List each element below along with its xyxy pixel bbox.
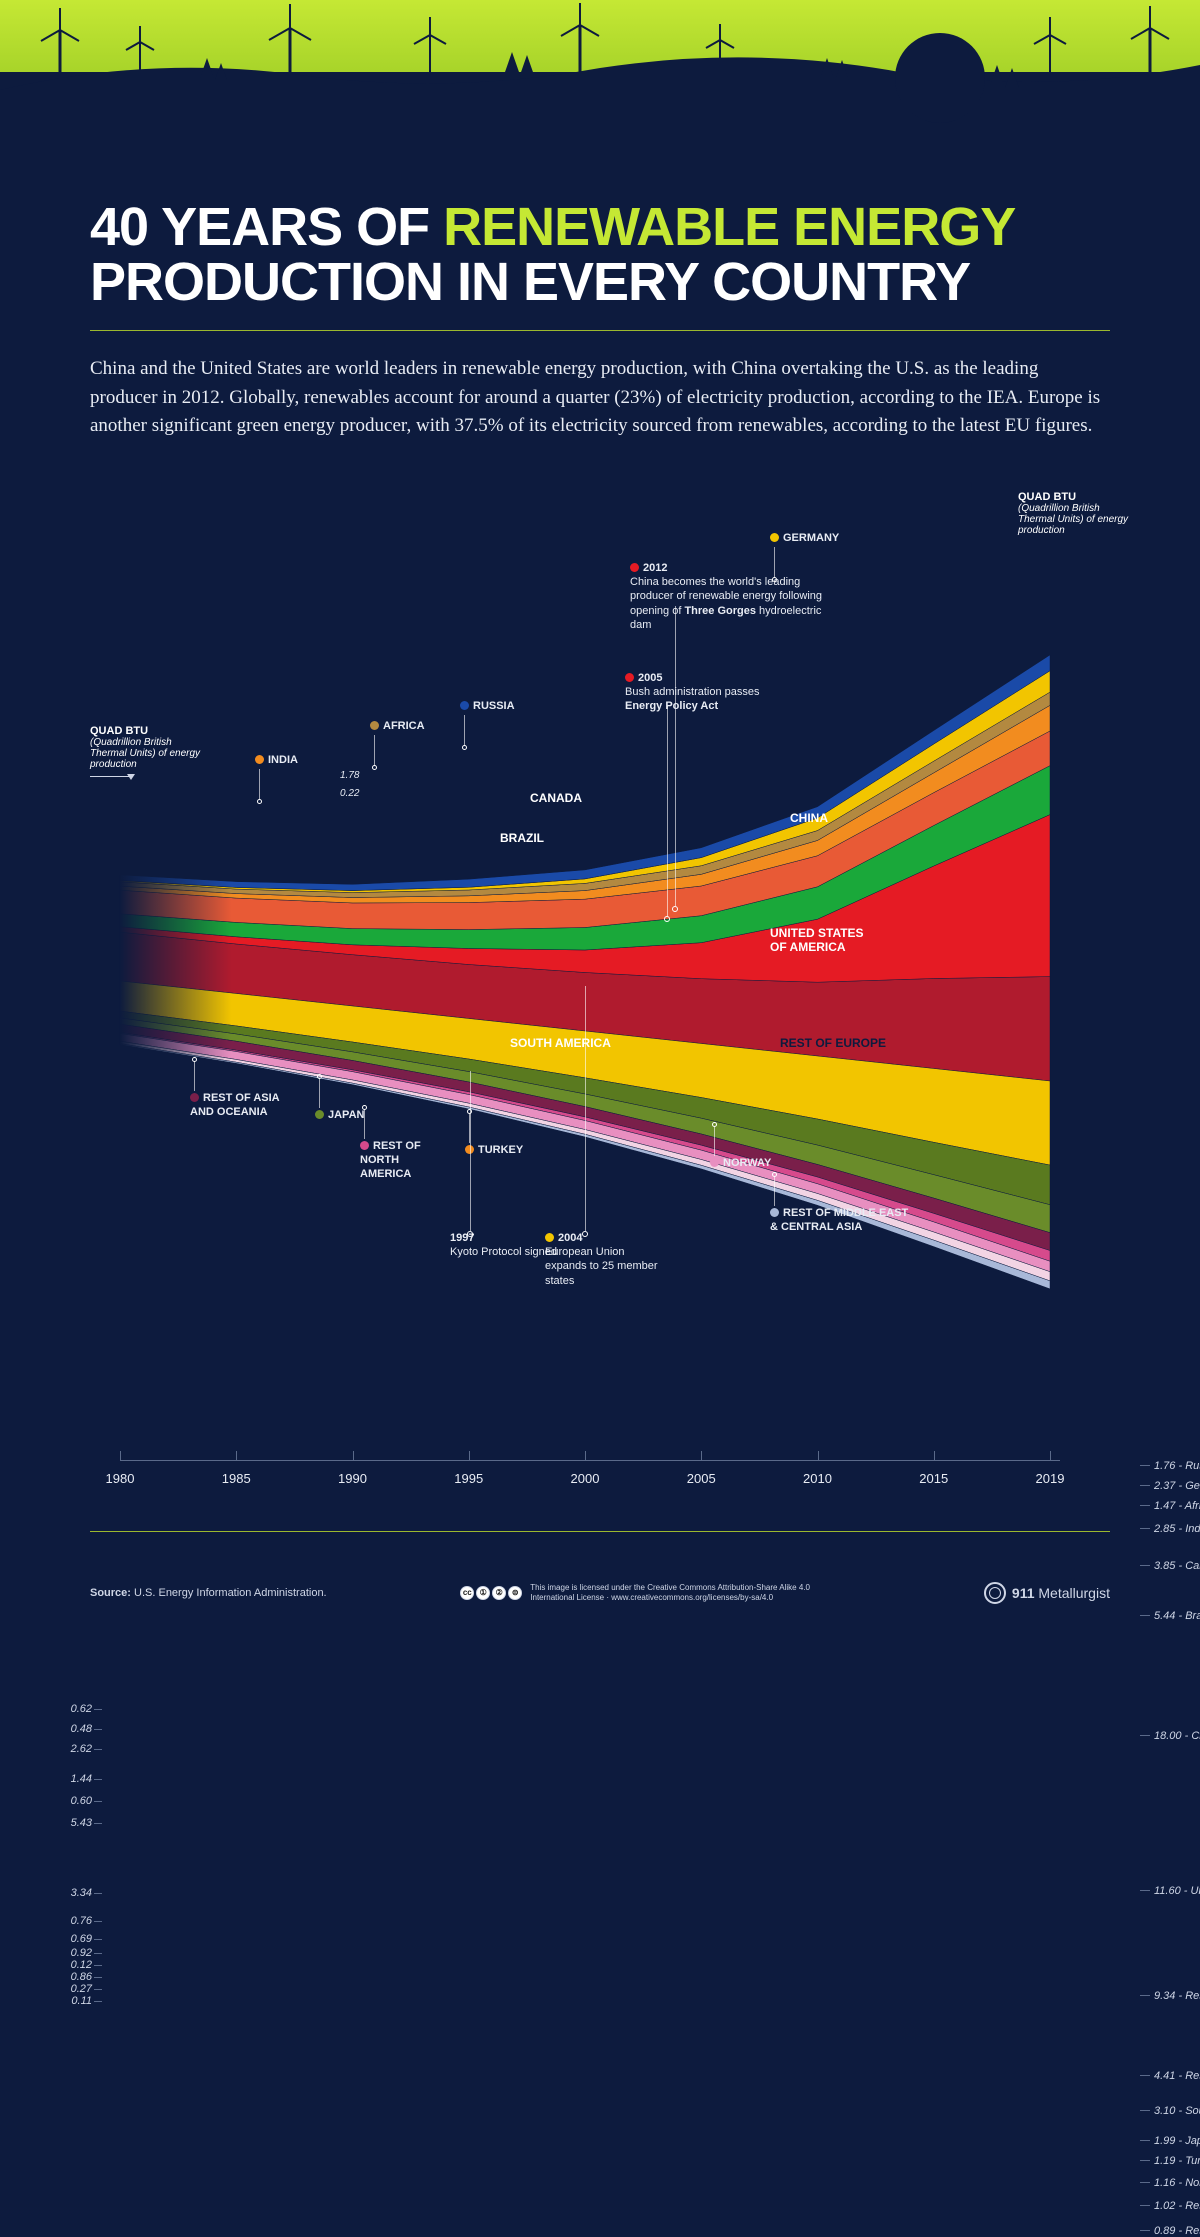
left-tick: 0.27 [52,1983,92,1995]
brand-number: 911 [1012,1585,1035,1601]
license: cc①②⊜ This image is licensed under the C… [460,1583,850,1602]
title-part2: PRODUCTION IN EVERY COUNTRY [90,252,970,312]
axis-right-title: QUAD BTU [1018,491,1138,503]
right-tick: 9.34 - Rest of Europe [1140,1990,1200,2002]
left-tick: 0.11 [52,1995,92,2007]
event-annotation: 2012China becomes the world's leading pr… [630,561,830,632]
x-tick-label: 1980 [106,1471,135,1486]
right-tick: 3.10 - South America [1140,2105,1200,2117]
title-accent: RENEWABLE ENERGY [443,197,1014,257]
legend-dot: AFRICA [370,719,425,733]
axis-right-subtitle: (Quadrillion British Thermal Units) of e… [1018,503,1138,536]
legend-dot: REST OF ASIAAND OCEANIA [190,1091,280,1120]
brand-name: Metallurgist [1038,1585,1110,1601]
mini-value: 0.22 [340,787,359,800]
right-tick: 2.37 - Germany [1140,1480,1200,1492]
x-tick-label: 1990 [338,1471,367,1486]
x-tick-label: 1985 [222,1471,251,1486]
streamgraph-chart: QUAD BTU (Quadrillion British Thermal Un… [70,491,1130,1491]
left-tick: 0.12 [52,1959,92,1971]
right-tick: 1.16 - Norway [1140,2177,1200,2189]
left-tick: 0.92 [52,1947,92,1959]
legend-dot: REST OF MIDDLE EAST& CENTRAL ASIA [770,1206,908,1235]
legend-dot: JAPAN [315,1108,364,1122]
content: 40 YEARS OF RENEWABLE ENERGY PRODUCTION … [0,160,1200,1582]
legend-dot: TURKEY [465,1143,523,1157]
right-tick: 1.76 - Russia [1140,1460,1200,1472]
brand: 911 Metallurgist [984,1582,1110,1604]
right-tick: 1.02 - Rest of North America [1140,2200,1200,2212]
left-tick: 0.76 [52,1915,92,1927]
source-text: U.S. Energy Information Administration. [134,1587,327,1599]
legend-dot: INDIA [255,753,298,767]
left-tick: 0.60 [52,1795,92,1807]
right-tick: 2.85 - India [1140,1523,1200,1535]
legend-dot: REST OFNORTHAMERICA [360,1139,421,1182]
legend-dot: GERMANY [770,531,839,545]
y-axis-left-title: QUAD BTU (Quadrillion British Thermal Un… [90,725,210,777]
title-part1: 40 YEARS OF [90,197,443,257]
left-tick: 5.43 [52,1817,92,1829]
axis-left-subtitle: (Quadrillion British Thermal Units) of e… [90,737,210,770]
legend-dot: RUSSIA [460,699,515,713]
left-tick: 0.86 [52,1971,92,1983]
x-tick-label: 2019 [1036,1471,1065,1486]
right-tick: 18.00 - China [1140,1730,1200,1742]
right-tick: 1.19 - Turkey [1140,2155,1200,2167]
page: 40 YEARS OF RENEWABLE ENERGY PRODUCTION … [0,0,1200,1644]
left-tick: 3.34 [52,1887,92,1899]
event-annotation: 2005Bush administration passes Energy Po… [625,671,765,714]
source-label: Source: [90,1587,131,1599]
title-divider [90,330,1110,331]
right-tick: 1.99 - Japan [1140,2135,1200,2147]
brand-logo-icon [984,1582,1006,1604]
right-tick: 0.89 - Rest of Middle East & Central Asi… [1140,2225,1200,2237]
x-tick-label: 2000 [571,1471,600,1486]
right-tick: 5.44 - Brazil [1140,1610,1200,1622]
right-tick: 1.47 - Africa [1140,1500,1200,1512]
right-tick: 3.85 - Canada [1140,1560,1200,1572]
right-tick: 4.41 - Rest of Asia and Oceania [1140,2070,1200,2082]
event-annotation: 2004European Union expands to 25 member … [545,1231,665,1288]
source: Source: U.S. Energy Information Administ… [90,1587,327,1599]
intro-paragraph: China and the United States are world le… [90,355,1110,441]
license-text: This image is licensed under the Creativ… [530,1583,850,1602]
x-tick-label: 2015 [919,1471,948,1486]
left-tick: 0.48 [52,1723,92,1735]
left-tick: 0.62 [52,1703,92,1715]
left-tick: 2.62 [52,1743,92,1755]
landscape-svg [0,0,1200,160]
footer-divider [90,1531,1110,1532]
footer: Source: U.S. Energy Information Administ… [0,1582,1200,1644]
header-landscape [0,0,1200,160]
y-axis-right-title: QUAD BTU (Quadrillion British Thermal Un… [1018,491,1138,536]
left-tick: 1.44 [52,1773,92,1785]
left-tick: 0.69 [52,1933,92,1945]
x-tick-label: 2005 [687,1471,716,1486]
cc-icons: cc①②⊜ [460,1586,522,1600]
x-tick-label: 2010 [803,1471,832,1486]
page-title: 40 YEARS OF RENEWABLE ENERGY PRODUCTION … [90,200,1110,310]
x-tick-label: 1995 [454,1471,483,1486]
mini-value: 1.78 [340,769,359,782]
legend-dot: NORWAY [710,1156,771,1170]
axis-left-title: QUAD BTU [90,725,210,737]
right-tick: 11.60 - United States of America [1140,1885,1200,1897]
